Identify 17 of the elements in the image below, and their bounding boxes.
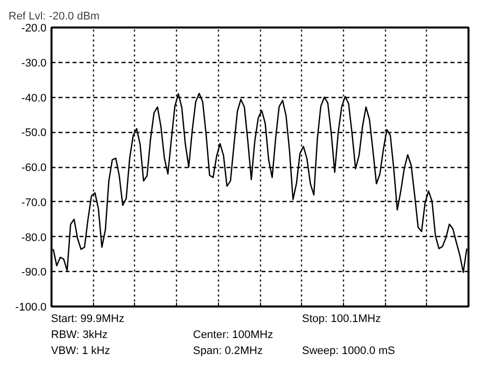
y-tick-label: -90.0 — [21, 266, 47, 279]
y-tick-label: -60.0 — [21, 162, 47, 174]
text: Span: 0.2MHz — [193, 344, 263, 359]
text: RBW: 3kHz — [51, 328, 108, 343]
y-tick-label: -40.0 — [21, 92, 47, 104]
y-tick-label: -100.0 — [15, 302, 47, 314]
text: VBW: 1 kHz — [51, 344, 110, 359]
y-tick-label: -70.0 — [21, 196, 47, 209]
y-tick-label: -50.0 — [21, 127, 47, 140]
y-tick-label: -80.0 — [21, 232, 47, 244]
text: Start: 99.9MHz — [51, 312, 124, 327]
chart-title: Ref Lvl: -20.0 dBm — [8, 10, 100, 22]
text: Center: 100MHz — [193, 328, 274, 343]
y-tick-label: -20.0 — [21, 22, 47, 34]
y-tick-label: -30.0 — [21, 57, 47, 70]
text: Stop: 100.1MHz — [302, 312, 381, 327]
text: Sweep: 1000.0 mS — [302, 344, 395, 359]
